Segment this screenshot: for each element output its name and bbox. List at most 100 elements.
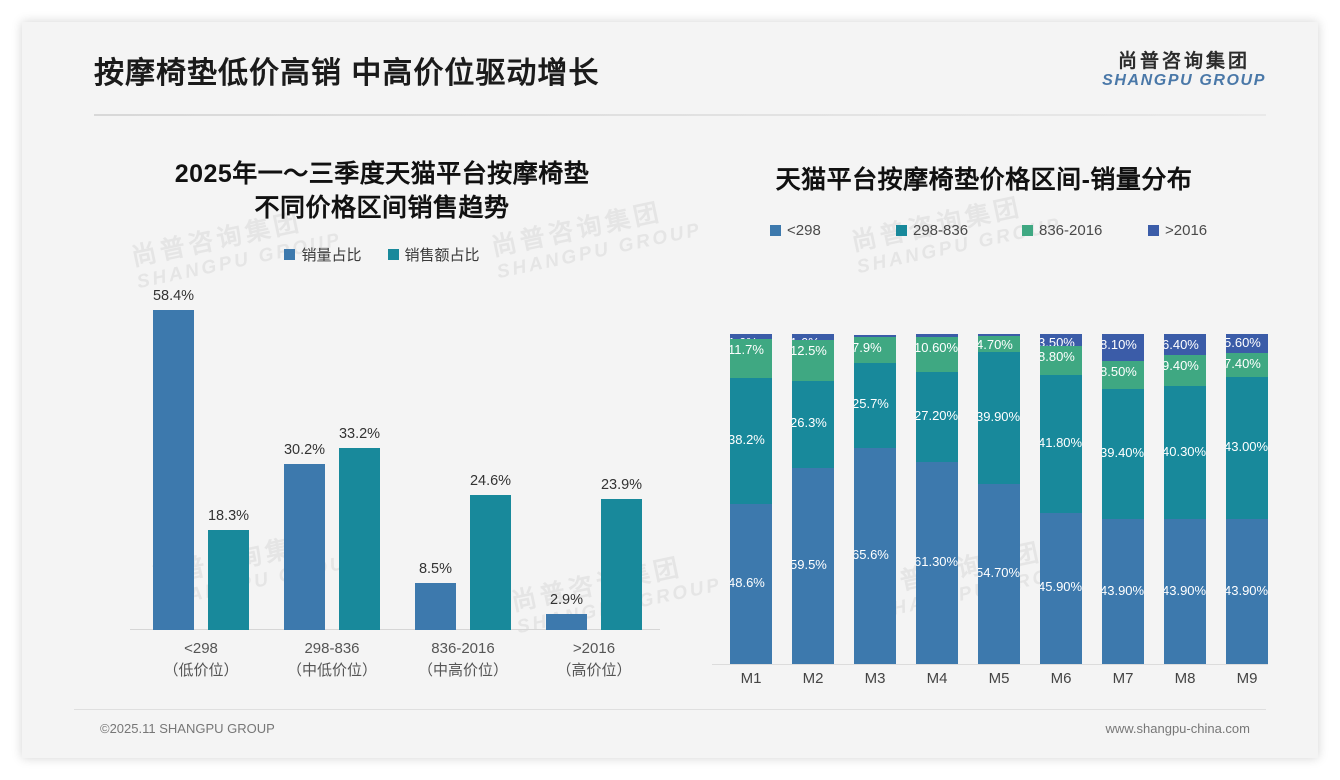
bar-836-2016-series1[interactable]: 24.6%: [470, 473, 511, 630]
stack-legend-item-2[interactable]: 836-2016: [1022, 222, 1148, 239]
stack-value-label: 0.6%: [854, 336, 882, 337]
stack-segment-M5-3[interactable]: 0.70%: [978, 334, 1020, 337]
bar->2016-series0[interactable]: 2.9%: [546, 592, 587, 630]
x-label-main: 298-836: [304, 640, 360, 657]
legend-label: 销售额占比: [404, 247, 480, 264]
stack-value-label: 54.70%: [978, 564, 1020, 580]
x-label-M6: M6: [1050, 670, 1072, 687]
stack-legend-item-3[interactable]: >2016: [1148, 222, 1274, 239]
stack-segment-M7-2[interactable]: 8.50%: [1102, 361, 1144, 390]
stack-segment-M8-0[interactable]: 43.90%: [1164, 519, 1206, 664]
stack-segment-M5-1[interactable]: 39.90%: [978, 351, 1020, 484]
legend-label: <298: [787, 222, 821, 239]
page-title: 按摩椅垫低价高销 中高价位驱动增长: [94, 57, 600, 90]
stack-segment-M9-2[interactable]: 7.40%: [1226, 352, 1268, 378]
stack-segment-M3-2[interactable]: 7.9%: [854, 336, 896, 363]
bar->2016-series1[interactable]: 23.9%: [601, 477, 642, 630]
stack-segment-M6-1[interactable]: 41.80%: [1040, 374, 1082, 513]
bar-298-836-series1[interactable]: 33.2%: [339, 426, 380, 630]
stack-column-M8: 6.40% 9.40% 40.30% 43.90%: [1164, 334, 1206, 664]
bar-<298-series1[interactable]: 18.3%: [208, 508, 249, 630]
stack-segment-M1-0[interactable]: 48.6%: [730, 503, 772, 664]
footer-divider: [74, 709, 1266, 710]
stack-segment-M7-0[interactable]: 43.90%: [1102, 519, 1144, 664]
stack-legend-item-0[interactable]: <298: [770, 222, 896, 239]
stack-segment-M8-3[interactable]: 6.40%: [1164, 334, 1206, 356]
stack-value-label: 43.90%: [1226, 582, 1268, 598]
legend-swatch-icon: [1148, 225, 1159, 236]
stack-segment-M1-2[interactable]: 11.7%: [730, 339, 772, 378]
stack-segment-M5-0[interactable]: 54.70%: [978, 483, 1020, 664]
stack-segment-M4-0[interactable]: 61.30%: [916, 461, 958, 664]
stack-value-label: 3.50%: [1040, 335, 1075, 346]
stack-segment-M6-0[interactable]: 45.90%: [1040, 512, 1082, 664]
x-label-M2: M2: [802, 670, 824, 687]
stack-value-label: 39.40%: [1102, 445, 1144, 461]
x-label-sub: （中低价位）: [286, 661, 377, 679]
stack-segment-M6-2[interactable]: 8.80%: [1040, 345, 1082, 375]
bar-group->2016: 2.9% 23.9%: [535, 290, 653, 630]
stack-value-label: 6.40%: [1164, 337, 1199, 353]
right-chart-plot: 1.6% 11.7% 38.2% 48.6% 1.6% 12.5% 26.3% 59.5% 0.…: [712, 333, 1268, 664]
stack-segment-M2-3[interactable]: 1.6%: [792, 334, 834, 340]
right-chart-panel: 天猫平台按摩椅垫价格区间-销量分布 <298 298-836 836-2016 >20…: [690, 140, 1278, 700]
stack-segment-M5-2[interactable]: 4.70%: [978, 336, 1020, 352]
stack-segment-M9-3[interactable]: 5.60%: [1226, 334, 1268, 353]
legend-item-0[interactable]: 销量占比: [284, 244, 362, 265]
stack-column-M9: 5.60% 7.40% 43.00% 43.90%: [1226, 334, 1268, 664]
stack-column-M5: 0.70%4.70% 39.90% 54.70%: [978, 334, 1020, 664]
x-axis-line: [130, 629, 660, 630]
stack-segment-M9-1[interactable]: 43.00%: [1226, 377, 1268, 520]
stack-segment-M2-1[interactable]: 26.3%: [792, 380, 834, 468]
stack-segment-M8-1[interactable]: 40.30%: [1164, 386, 1206, 520]
stack-segment-M1-3[interactable]: 1.6%: [730, 333, 772, 340]
stack-segment-M3-0[interactable]: 65.6%: [854, 447, 896, 664]
footer-copyright: ©2025.11 SHANGPU GROUP: [100, 721, 275, 736]
stack-value-label: 11.7%: [730, 342, 764, 358]
stack-column-M2: 1.6% 12.5% 26.3% 59.5%: [792, 334, 834, 664]
stack-segment-M8-2[interactable]: 9.40%: [1164, 355, 1206, 387]
stack-value-label: 1.6%: [730, 335, 758, 339]
bar-value-label: 58.4%: [152, 287, 195, 304]
bar-836-2016-series0[interactable]: 8.5%: [415, 561, 456, 630]
stack-value-label: 48.6%: [730, 574, 765, 590]
stack-segment-M2-2[interactable]: 12.5%: [792, 339, 834, 381]
stack-segment-M3-3[interactable]: 0.6%: [854, 334, 896, 337]
stack-legend-item-1[interactable]: 298-836: [896, 222, 1022, 239]
right-x-axis-line: [712, 664, 1268, 665]
stack-value-label: 26.3%: [792, 415, 827, 431]
x-label->2016: >2016 （高价位）: [529, 638, 659, 682]
x-label-M9: M9: [1236, 670, 1258, 687]
legend-label: 836-2016: [1039, 222, 1103, 239]
bar-<298-series0[interactable]: 58.4%: [153, 288, 194, 630]
legend-item-1[interactable]: 销售额占比: [387, 244, 480, 265]
stack-value-label: 65.6%: [854, 546, 889, 562]
slide-header: 按摩椅垫低价高销 中高价位驱动增长 尚普咨询集团 SHANGPU GROUP: [22, 22, 1318, 118]
stack-segment-M4-3[interactable]: 0.90%: [916, 334, 958, 337]
x-label-<298: <298 （低价位）: [136, 638, 266, 682]
stack-segment-M7-1[interactable]: 39.40%: [1102, 389, 1144, 520]
x-label-M1: M1: [740, 670, 762, 687]
bar-value-label: 30.2%: [283, 442, 326, 459]
legend-label: >2016: [1165, 222, 1208, 239]
stack-column-M7: 8.10% 8.50% 39.40% 43.90%: [1102, 334, 1144, 664]
x-label-main: <298: [184, 640, 218, 657]
brand-logo: 尚普咨询集团 SHANGPU GROUP: [1102, 52, 1266, 90]
left-chart-title-line2: 不同价格区间销售趋势: [254, 193, 510, 222]
x-label-sub: （中高价位）: [417, 661, 508, 679]
bar-value-label: 8.5%: [418, 561, 453, 578]
stack-segment-M1-1[interactable]: 38.2%: [730, 377, 772, 504]
stack-segment-M4-2[interactable]: 10.60%: [916, 337, 958, 372]
legend-label: 销量占比: [301, 247, 362, 264]
bar-298-836-series0[interactable]: 30.2%: [284, 442, 325, 630]
stack-value-label: 9.40%: [1164, 358, 1199, 374]
stack-segment-M3-1[interactable]: 25.7%: [854, 362, 896, 448]
x-label-sub: （高价位）: [556, 661, 632, 679]
stack-segment-M7-3[interactable]: 8.10%: [1102, 334, 1144, 362]
stack-segment-M2-0[interactable]: 59.5%: [792, 467, 834, 664]
stack-segment-M4-1[interactable]: 27.20%: [916, 371, 958, 462]
stack-segment-M9-0[interactable]: 43.90%: [1226, 519, 1268, 664]
stack-segment-M6-3[interactable]: 3.50%: [1040, 334, 1082, 346]
x-label-main: 836-2016: [431, 640, 495, 657]
stack-column-M4: 0.90% 10.60% 27.20% 61.30%: [916, 334, 958, 664]
